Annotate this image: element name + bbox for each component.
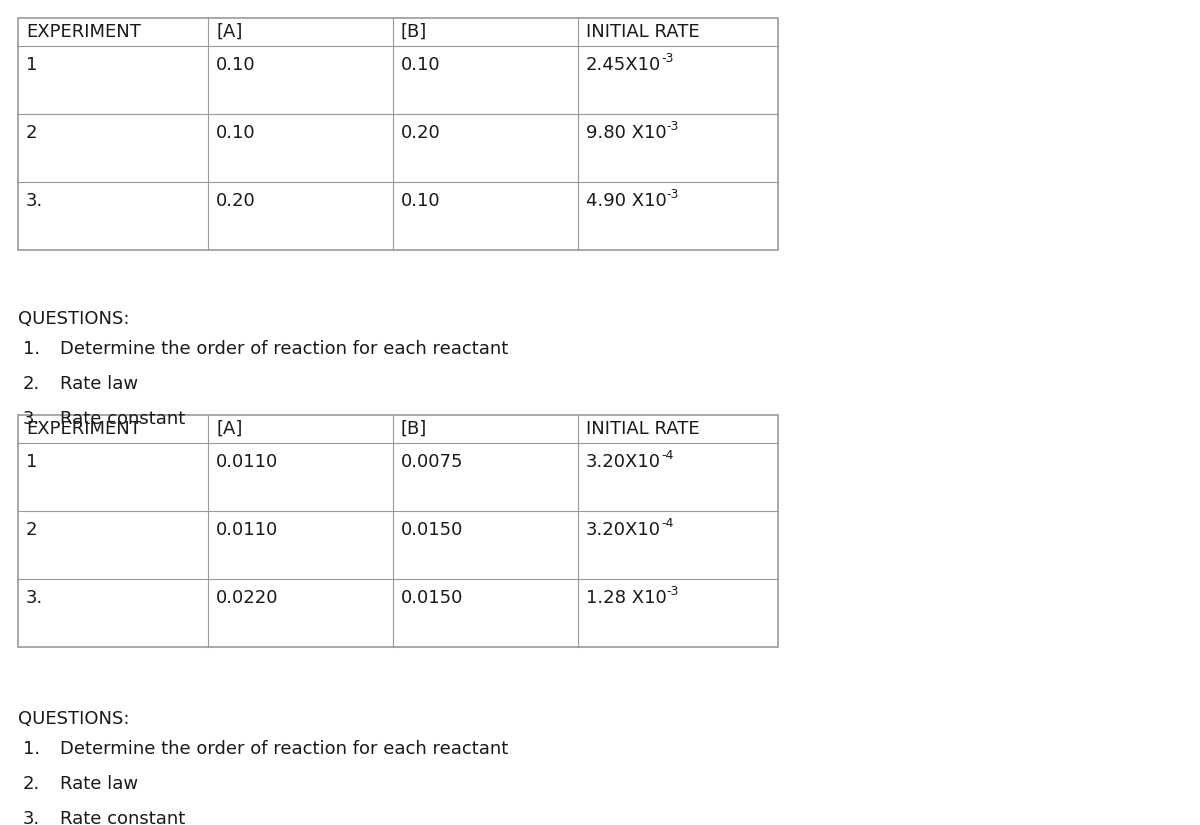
Text: 3.20X10: 3.20X10 <box>586 453 661 471</box>
Text: 0.0150: 0.0150 <box>401 521 463 539</box>
Text: 4.90 X10: 4.90 X10 <box>586 192 667 210</box>
Text: -3: -3 <box>667 585 679 598</box>
Text: 2.: 2. <box>23 775 41 793</box>
Text: 1.: 1. <box>23 740 40 758</box>
Text: INITIAL RATE: INITIAL RATE <box>586 420 700 438</box>
Text: 1.: 1. <box>23 340 40 358</box>
Text: -3: -3 <box>667 188 679 200</box>
Text: 2: 2 <box>26 521 37 539</box>
Text: 1: 1 <box>26 56 37 74</box>
Text: 0.0110: 0.0110 <box>216 453 278 471</box>
Text: INITIAL RATE: INITIAL RATE <box>586 23 700 41</box>
Text: -3: -3 <box>667 120 679 133</box>
Text: 1: 1 <box>26 453 37 471</box>
Bar <box>18 415 778 647</box>
Text: QUESTIONS:: QUESTIONS: <box>18 710 130 728</box>
Text: 0.10: 0.10 <box>216 56 256 74</box>
Text: Rate law: Rate law <box>60 775 138 793</box>
Text: 0.0075: 0.0075 <box>401 453 463 471</box>
Text: [A]: [A] <box>216 420 242 438</box>
Text: [B]: [B] <box>401 23 427 41</box>
Text: -4: -4 <box>661 516 673 530</box>
Text: 0.20: 0.20 <box>401 124 440 142</box>
Text: EXPERIMENT: EXPERIMENT <box>26 23 140 41</box>
Text: 9.80 X10: 9.80 X10 <box>586 124 667 142</box>
Text: 3.: 3. <box>26 589 43 607</box>
Text: EXPERIMENT: EXPERIMENT <box>26 420 140 438</box>
Text: 0.20: 0.20 <box>216 192 256 210</box>
Text: 3.20X10: 3.20X10 <box>586 521 661 539</box>
Text: -4: -4 <box>661 449 673 462</box>
Text: 3.: 3. <box>26 192 43 210</box>
Text: [A]: [A] <box>216 23 242 41</box>
Text: 2.: 2. <box>23 375 41 393</box>
Text: Rate law: Rate law <box>60 375 138 393</box>
Text: 2.45X10: 2.45X10 <box>586 56 661 74</box>
Text: 0.0150: 0.0150 <box>401 589 463 607</box>
Text: 0.0110: 0.0110 <box>216 521 278 539</box>
Text: QUESTIONS:: QUESTIONS: <box>18 310 130 328</box>
Text: 2: 2 <box>26 124 37 142</box>
Text: -3: -3 <box>661 52 673 64</box>
Text: 0.0220: 0.0220 <box>216 589 278 607</box>
Text: Rate constant: Rate constant <box>60 410 185 428</box>
Text: Rate constant: Rate constant <box>60 810 185 825</box>
Text: 3.: 3. <box>23 410 41 428</box>
Text: Determine the order of reaction for each reactant: Determine the order of reaction for each… <box>60 740 509 758</box>
Text: 0.10: 0.10 <box>401 56 440 74</box>
Bar <box>18 18 778 250</box>
Text: 1.28 X10: 1.28 X10 <box>586 589 667 607</box>
Text: 0.10: 0.10 <box>401 192 440 210</box>
Text: 0.10: 0.10 <box>216 124 256 142</box>
Text: Determine the order of reaction for each reactant: Determine the order of reaction for each… <box>60 340 509 358</box>
Text: 3.: 3. <box>23 810 41 825</box>
Text: [B]: [B] <box>401 420 427 438</box>
